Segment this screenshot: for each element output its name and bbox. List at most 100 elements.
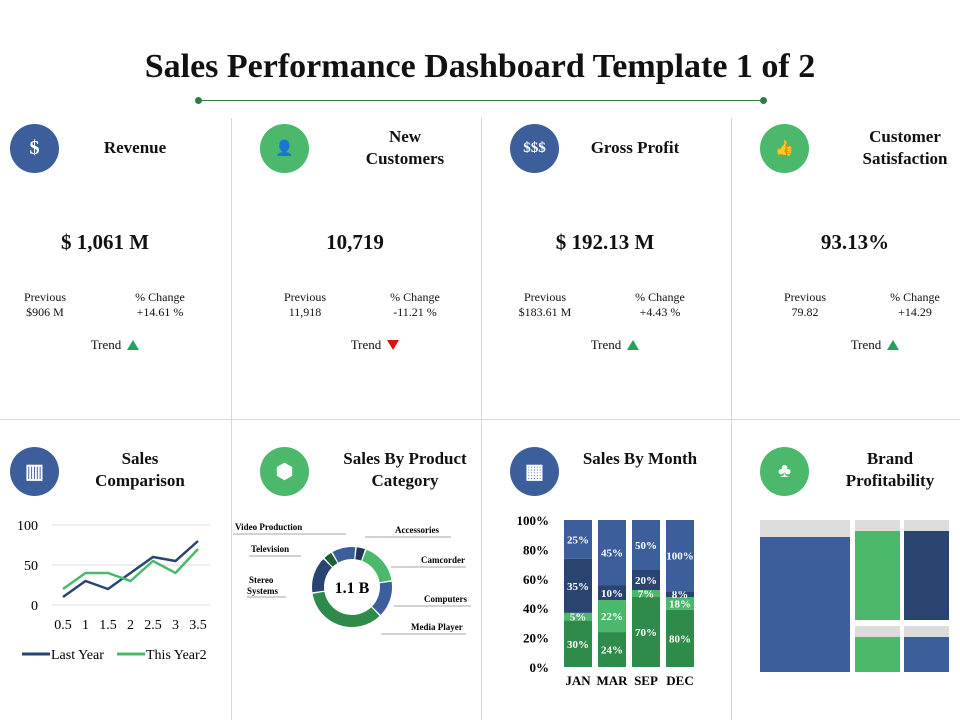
tile bbox=[904, 626, 949, 637]
data-label: 80% bbox=[669, 633, 691, 645]
donut-segment bbox=[355, 547, 366, 561]
kpi-customer-satisfaction: 👍 Customer Satisfaction 93.13% Previous … bbox=[750, 118, 960, 418]
sales-comparison-chart: 0 50 100 0.5 1 1.5 2 2.5 3 3.5 Last Year This Year2 bbox=[17, 519, 210, 663]
previous-value: 11,918 bbox=[288, 305, 322, 319]
x-tick-label: 1.5 bbox=[99, 618, 117, 633]
series-line-this-year2 bbox=[62, 548, 199, 591]
y-tick-label: 40% bbox=[523, 601, 549, 616]
data-label: 20% bbox=[635, 575, 657, 587]
trend-label: Trend bbox=[850, 337, 882, 352]
kpi-value: $ 1,061 M bbox=[60, 230, 150, 254]
tile bbox=[904, 520, 949, 531]
change-block: % Change -11.21 % bbox=[375, 290, 455, 320]
bar-segment bbox=[598, 600, 626, 633]
user-icon: 👤 bbox=[260, 124, 309, 173]
trend: Trend bbox=[820, 337, 930, 352]
calendar-clock-icon: ▦ bbox=[510, 447, 559, 496]
change-block: % Change +14.29 bbox=[875, 290, 955, 320]
change-value: -11.21 % bbox=[393, 305, 437, 319]
trend-label: Trend bbox=[590, 337, 622, 352]
previous-value: $906 M bbox=[26, 305, 64, 319]
section-title: Brand Profitability bbox=[845, 449, 935, 490]
trend: Trend bbox=[320, 337, 430, 352]
x-tick-label: 0.5 bbox=[54, 618, 72, 633]
section-sales-by-product-category: ⬢ Sales By Product Category bbox=[250, 446, 500, 506]
section-sales-by-month: ▦ Sales By Month bbox=[500, 446, 750, 506]
x-tick-label: 3 bbox=[172, 618, 179, 633]
y-tick-label: 0 bbox=[31, 599, 38, 614]
bar-segment bbox=[666, 591, 694, 598]
bar-segment bbox=[564, 558, 592, 613]
section-title: Sales By Product Category bbox=[343, 449, 467, 490]
section-title: Sales Comparison bbox=[95, 449, 185, 490]
previous-value: 79.82 bbox=[791, 305, 819, 319]
underline-dot bbox=[760, 97, 767, 104]
y-tick-label: 60% bbox=[523, 572, 549, 587]
data-label: 8% bbox=[672, 589, 689, 601]
plant-chart-icon: ♣ bbox=[760, 447, 809, 496]
tile bbox=[904, 637, 949, 672]
donut-segment bbox=[332, 547, 356, 563]
tile bbox=[855, 520, 900, 531]
kpi-revenue: $ Revenue $ 1,061 M Previous $906 M % Ch… bbox=[0, 118, 250, 418]
previous-value: $183.61 M bbox=[518, 305, 572, 319]
bar-segment bbox=[632, 570, 660, 590]
trend-down-icon bbox=[387, 340, 400, 350]
donut-segment bbox=[361, 549, 392, 583]
y-tick-label: 100% bbox=[517, 513, 550, 528]
section-title: Sales By Month bbox=[582, 449, 698, 468]
change-block: % Change +4.43 % bbox=[620, 290, 700, 320]
kpi-title: New Customers bbox=[365, 127, 445, 168]
y-tick-label: 0% bbox=[530, 660, 550, 675]
y-tick-label: 20% bbox=[523, 631, 549, 646]
tile bbox=[760, 520, 850, 537]
bar-segment bbox=[632, 590, 660, 597]
data-label: 70% bbox=[635, 627, 657, 639]
y-tick-label: 50 bbox=[24, 559, 38, 574]
previous-label: Previous bbox=[284, 290, 326, 304]
data-label: 10% bbox=[601, 588, 623, 600]
underline-dot bbox=[195, 97, 202, 104]
tile bbox=[855, 531, 900, 620]
donut-segment bbox=[312, 591, 380, 627]
previous-label: Previous bbox=[524, 290, 566, 304]
kpi-title: Customer Satisfaction bbox=[862, 127, 948, 168]
data-label: 18% bbox=[669, 598, 691, 610]
previous-block: Previous 79.82 bbox=[770, 290, 840, 320]
x-tick-label: 3.5 bbox=[189, 618, 207, 633]
bar-segment bbox=[666, 597, 694, 610]
kpi-value: $ 192.13 M bbox=[555, 230, 655, 254]
bar-segment bbox=[632, 597, 660, 667]
previous-block: Previous $183.61 M bbox=[510, 290, 580, 320]
category-label: Accessories bbox=[395, 525, 439, 535]
bar-segment bbox=[598, 632, 626, 667]
bar-segment bbox=[666, 520, 694, 592]
category-label: Stereo bbox=[249, 575, 274, 585]
dollar-signs-icon: $$$ bbox=[510, 124, 559, 173]
change-block: % Change +14.61 % bbox=[120, 290, 200, 320]
tile bbox=[904, 531, 949, 620]
bar-segment bbox=[564, 520, 592, 559]
section-brand-profitability: ♣ Brand Profitability bbox=[750, 446, 960, 506]
data-label: 24% bbox=[601, 645, 623, 657]
data-label: 50% bbox=[635, 540, 657, 552]
section-sales-comparison: ▥ Sales Comparison bbox=[0, 446, 250, 506]
data-label: 35% bbox=[567, 581, 589, 593]
box-icon: ⬢ bbox=[260, 447, 309, 496]
y-tick-label: 100 bbox=[17, 519, 38, 534]
kpi-new-customers: 👤 New Customers 10,719 Previous 11,918 %… bbox=[250, 118, 500, 418]
title-underline bbox=[198, 100, 763, 101]
x-tick-label: 2 bbox=[127, 618, 134, 633]
bar-segment bbox=[564, 620, 592, 667]
category-label: Media Player bbox=[411, 622, 463, 632]
previous-block: Previous $906 M bbox=[10, 290, 80, 320]
y-tick-label: 80% bbox=[523, 542, 549, 557]
legend-label: This Year2 bbox=[146, 648, 207, 663]
thumbs-up-icon: 👍 bbox=[760, 124, 809, 173]
category-label: Computers bbox=[424, 594, 467, 604]
x-tick-label: SEP bbox=[634, 673, 658, 688]
hand-coin-icon: $ bbox=[10, 124, 59, 173]
trend: Trend bbox=[560, 337, 670, 352]
tile bbox=[855, 626, 900, 637]
change-value: +14.29 bbox=[898, 305, 932, 319]
